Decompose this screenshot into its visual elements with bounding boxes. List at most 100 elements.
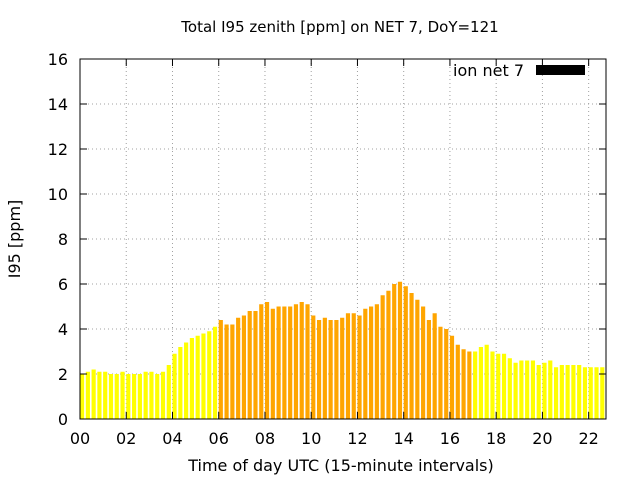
bar — [253, 311, 258, 419]
bar — [85, 371, 90, 419]
bar — [501, 353, 507, 419]
bar — [189, 338, 194, 419]
bar — [553, 367, 559, 419]
bar — [132, 374, 137, 419]
bar — [172, 353, 177, 419]
legend: ion net 7 — [453, 61, 585, 80]
bar — [126, 374, 131, 419]
bar — [432, 313, 437, 419]
bar — [201, 333, 206, 419]
bar — [247, 311, 252, 419]
bar — [588, 367, 593, 419]
y-tick-label: 8 — [58, 230, 68, 249]
bar — [103, 371, 108, 419]
bar — [490, 351, 495, 419]
y-axis-label: I95 [ppm] — [5, 200, 24, 279]
y-tick-label: 2 — [58, 365, 68, 384]
bar — [380, 295, 385, 419]
bar — [218, 320, 223, 419]
bar — [600, 367, 605, 419]
bar — [97, 371, 102, 419]
bar — [160, 371, 166, 419]
x-tick-label: 12 — [347, 429, 367, 448]
bar — [241, 315, 247, 419]
bar — [224, 324, 229, 419]
bar — [548, 360, 553, 419]
bar — [467, 351, 472, 419]
bar — [207, 331, 212, 419]
bar — [421, 306, 426, 419]
x-tick-label: 08 — [255, 429, 275, 448]
bar — [582, 367, 588, 419]
legend-label: ion net 7 — [453, 61, 524, 80]
bar — [276, 306, 281, 419]
bar — [212, 326, 218, 419]
bar — [397, 281, 403, 419]
bar — [444, 329, 449, 419]
bar — [311, 315, 316, 419]
bar — [369, 306, 374, 419]
bar — [415, 299, 420, 419]
bar — [345, 313, 351, 419]
bar — [594, 367, 599, 419]
bar — [195, 335, 200, 419]
bar — [565, 365, 570, 419]
x-axis-label: Time of day UTC (15-minute intervals) — [187, 456, 494, 475]
x-tick-label: 18 — [486, 429, 506, 448]
bar — [351, 313, 356, 419]
y-tick-label: 16 — [48, 50, 68, 69]
bar — [525, 360, 530, 419]
x-tick-label: 20 — [532, 429, 552, 448]
y-tick-label: 10 — [48, 185, 68, 204]
bar — [230, 324, 235, 419]
y-tick-label: 0 — [58, 410, 68, 429]
bar — [438, 326, 443, 419]
y-tick-label: 4 — [58, 320, 68, 339]
bar — [363, 308, 368, 419]
bar — [184, 342, 189, 419]
bar — [374, 304, 379, 419]
y-axis: 0 2 4 6 8 10 12 14 16 — [48, 50, 606, 429]
y-tick-label: 12 — [48, 140, 68, 159]
x-tick-label: 06 — [209, 429, 229, 448]
x-tick-label: 22 — [578, 429, 598, 448]
bar — [449, 335, 455, 419]
bar — [519, 360, 524, 419]
bar — [155, 374, 160, 419]
bar — [536, 365, 541, 419]
bar — [507, 358, 512, 419]
bar — [571, 365, 576, 419]
bar — [120, 371, 125, 419]
bar — [455, 344, 460, 419]
bar — [91, 369, 96, 419]
bar — [108, 374, 114, 419]
x-tick-label: 00 — [70, 429, 90, 448]
bar — [149, 371, 154, 419]
bar — [392, 284, 397, 419]
bars — [80, 281, 605, 419]
x-tick-label: 02 — [116, 429, 136, 448]
y-tick-label: 14 — [48, 95, 68, 114]
bar — [484, 344, 489, 419]
x-tick-label: 16 — [440, 429, 460, 448]
bar — [340, 317, 345, 419]
bar — [496, 353, 501, 419]
bar — [334, 320, 339, 419]
x-tick-label: 14 — [394, 429, 414, 448]
bar — [409, 293, 414, 419]
x-tick-label: 04 — [162, 429, 182, 448]
bar — [426, 320, 431, 419]
bar — [316, 320, 322, 419]
bar — [178, 347, 183, 419]
bar — [166, 365, 171, 419]
bar — [293, 304, 299, 419]
bar — [80, 374, 85, 419]
grid — [80, 59, 606, 419]
bar — [114, 374, 119, 419]
bar — [282, 306, 287, 419]
bar — [478, 347, 483, 419]
bar — [137, 374, 142, 419]
bar — [322, 317, 327, 419]
bar — [143, 371, 148, 419]
